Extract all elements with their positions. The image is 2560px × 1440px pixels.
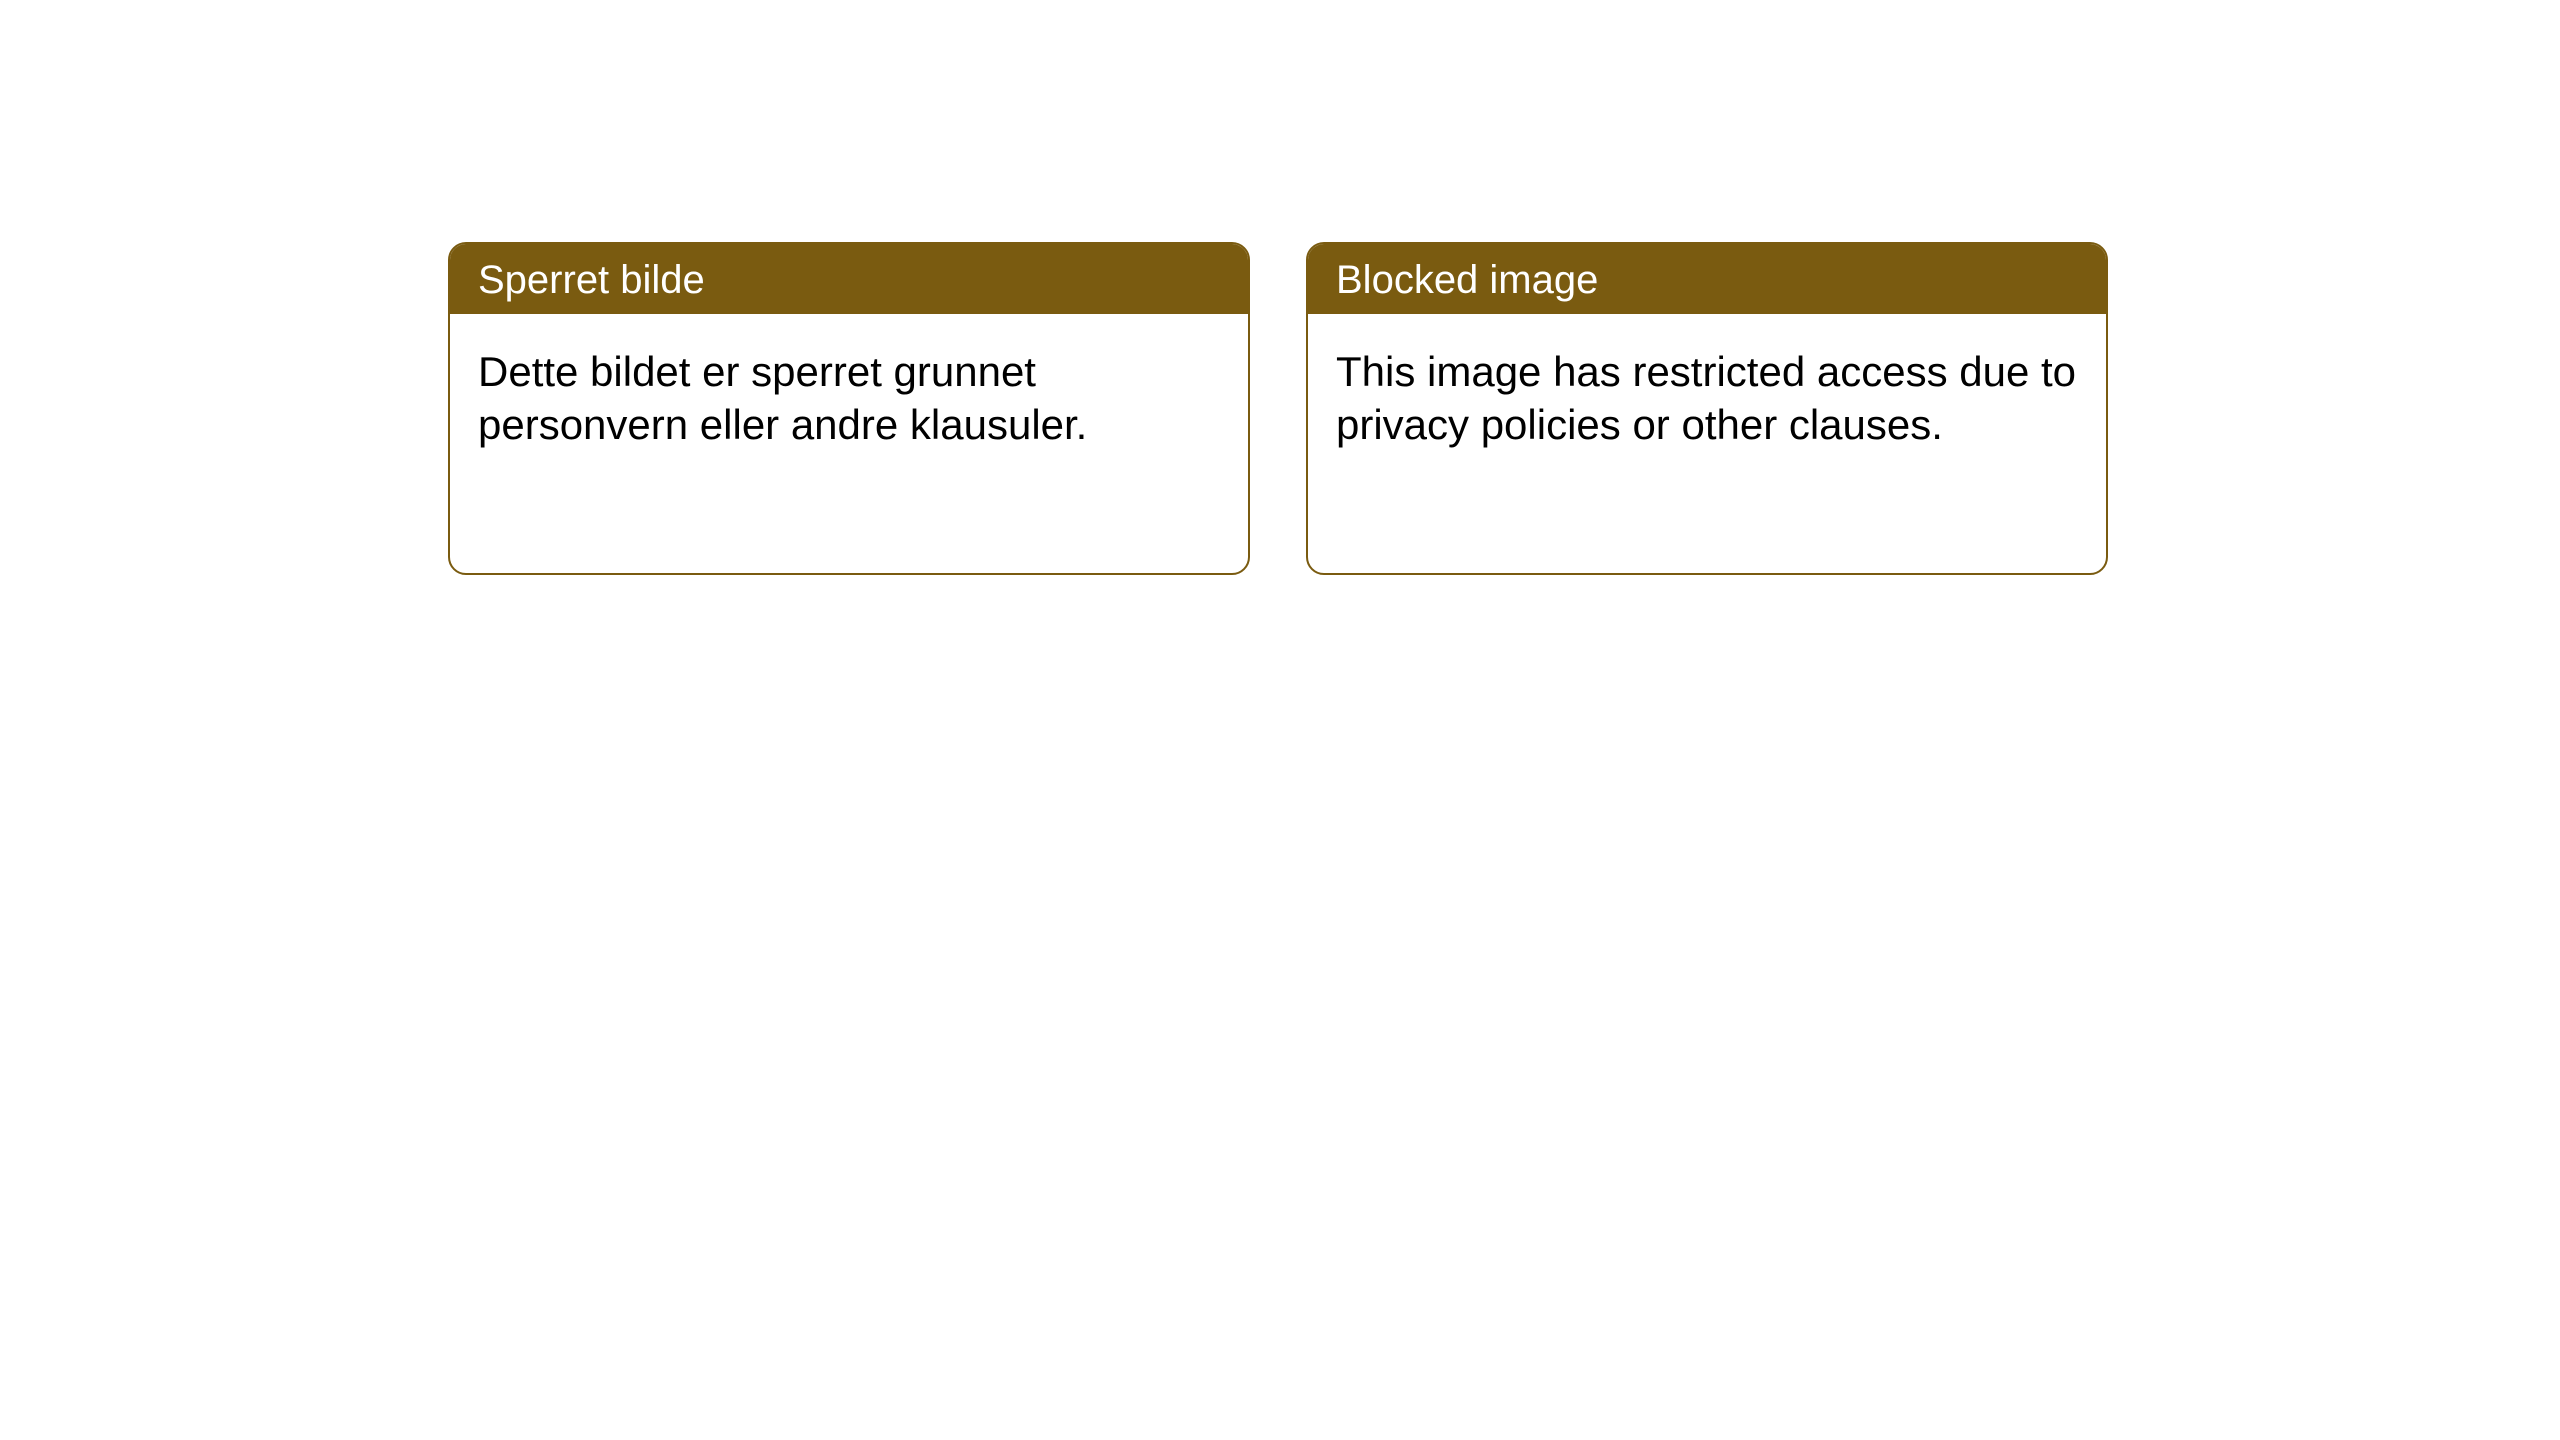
- card-title-nb: Sperret bilde: [450, 244, 1248, 314]
- card-title-en: Blocked image: [1308, 244, 2106, 314]
- blocked-image-card-en: Blocked image This image has restricted …: [1306, 242, 2108, 575]
- card-body-en: This image has restricted access due to …: [1308, 314, 2106, 483]
- notice-card-container: Sperret bilde Dette bildet er sperret gr…: [448, 242, 2560, 575]
- card-body-nb: Dette bildet er sperret grunnet personve…: [450, 314, 1248, 483]
- blocked-image-card-nb: Sperret bilde Dette bildet er sperret gr…: [448, 242, 1250, 575]
